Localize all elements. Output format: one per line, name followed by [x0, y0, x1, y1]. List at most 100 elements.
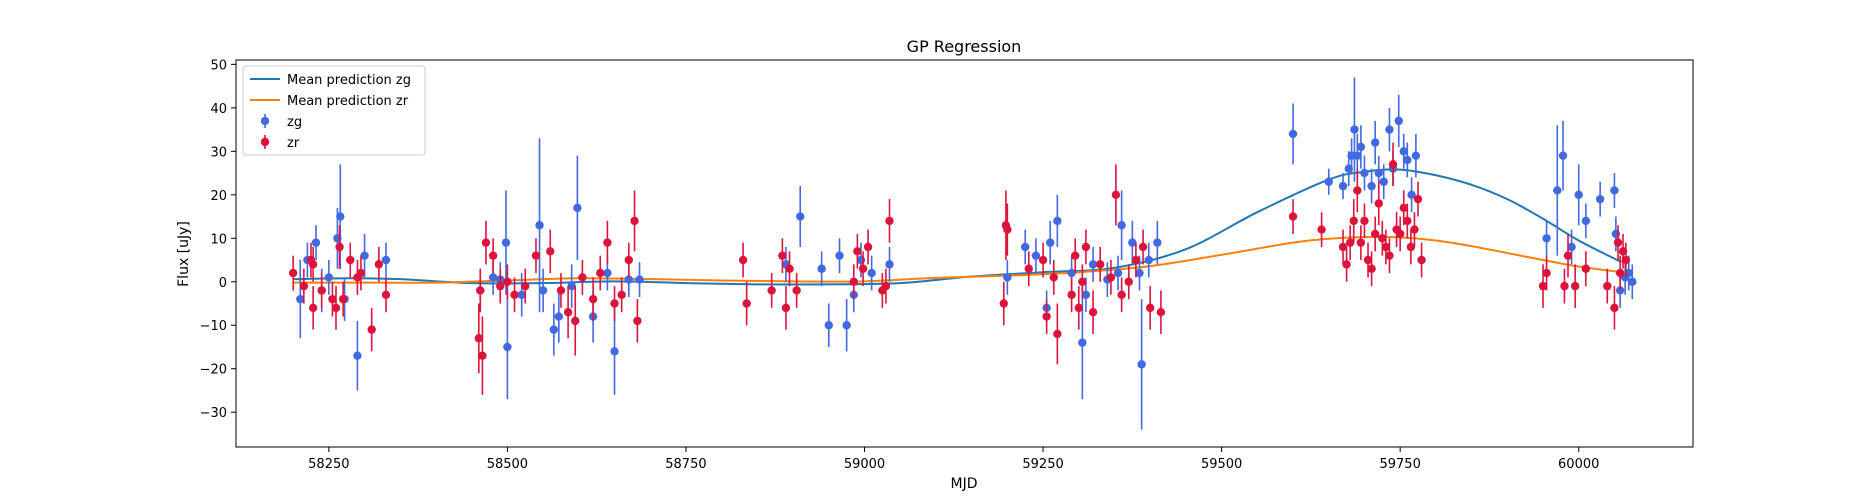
y-tick-label: −10	[200, 319, 227, 334]
zr-point	[1131, 255, 1141, 265]
zr-point	[521, 281, 530, 291]
zg-point	[842, 321, 851, 330]
y-tick-label: 30	[210, 145, 227, 160]
zr-point	[308, 260, 318, 269]
y-tick-label: 40	[210, 102, 227, 117]
zr-point	[1560, 281, 1569, 291]
zg-point	[1574, 190, 1583, 199]
zr-point	[792, 286, 801, 295]
zr-point	[603, 238, 612, 247]
zr-point	[588, 294, 598, 304]
zg-point	[824, 321, 833, 330]
y-tick-label: 20	[210, 189, 227, 204]
zg-point	[1078, 338, 1087, 347]
zr-point	[1342, 260, 1351, 269]
zr-point	[299, 281, 309, 291]
zr-point	[778, 251, 787, 260]
plot-frame	[235, 59, 1694, 448]
zg-point	[503, 342, 512, 352]
zg-point	[1135, 268, 1144, 278]
zg-point	[1581, 216, 1591, 226]
zr-point	[1613, 238, 1623, 247]
zr-point	[1413, 194, 1423, 204]
zg-point	[796, 212, 805, 221]
zg-point	[1379, 177, 1388, 186]
zr-point	[781, 303, 791, 313]
zr-point	[1360, 216, 1369, 226]
zg-point	[624, 275, 634, 284]
zr-point	[556, 286, 566, 295]
zr-point	[1367, 264, 1376, 273]
zr-point	[381, 290, 391, 300]
zg-point	[1128, 238, 1137, 247]
zg-point	[1595, 194, 1605, 204]
zr-point	[478, 351, 487, 360]
zg-point	[488, 273, 498, 282]
zg-point	[1067, 268, 1076, 278]
zr-point	[546, 247, 555, 256]
x-tick-label: 58750	[665, 457, 706, 472]
zg-point	[324, 273, 334, 282]
zg-point	[1324, 177, 1333, 186]
zr-point	[288, 268, 298, 278]
zg-point	[1403, 155, 1412, 165]
zr-point	[1074, 303, 1083, 313]
zg-point	[635, 275, 644, 284]
zr-point	[1381, 242, 1391, 252]
zr-point	[328, 294, 337, 304]
zg-point	[554, 312, 564, 321]
zg-point	[1360, 168, 1369, 178]
zr-point	[476, 286, 485, 295]
zg-point	[1031, 251, 1041, 260]
zr-point	[1106, 273, 1116, 282]
zg-point	[1385, 125, 1394, 134]
zr-point	[1024, 264, 1033, 273]
zr-point	[1067, 290, 1076, 300]
zr-point	[1349, 216, 1358, 226]
zr-point	[1388, 160, 1398, 169]
zr-point	[617, 290, 626, 300]
zr-point	[1570, 281, 1580, 291]
zr-point	[1053, 329, 1062, 339]
data-points	[288, 77, 1637, 430]
zr-point	[578, 273, 587, 282]
zg-point	[1350, 125, 1359, 134]
zr-point	[1615, 268, 1625, 278]
legend: Mean prediction zg Mean prediction zr zg zr	[242, 65, 426, 156]
zr-point	[633, 316, 642, 326]
zr-point	[1542, 268, 1551, 278]
zr-point	[1353, 186, 1362, 195]
zg-point	[1558, 151, 1568, 160]
zg-point	[1399, 147, 1408, 156]
zg-point	[1137, 360, 1146, 369]
zr-point	[630, 216, 639, 226]
zr-point	[1538, 281, 1548, 291]
legend-label: zg	[287, 115, 302, 130]
zr-point	[1088, 308, 1098, 317]
x-tick-label: 59250	[1022, 457, 1063, 472]
zr-point	[1385, 251, 1394, 260]
x-tick-label: 59500	[1201, 457, 1242, 472]
zr-point	[1338, 242, 1348, 252]
zg-point	[311, 238, 321, 247]
zg-point	[1003, 273, 1012, 282]
zr-point	[356, 268, 366, 278]
zr-point	[1370, 229, 1380, 239]
y-tick-label: 50	[210, 58, 227, 73]
zr-point	[1378, 234, 1387, 243]
zg-point	[1370, 138, 1380, 147]
legend-point-swatch	[260, 137, 270, 147]
zr-point	[881, 281, 891, 291]
zr-point	[1081, 242, 1091, 252]
y-axis-label: Flux [uJy]	[176, 221, 192, 287]
legend-label: Mean prediction zr	[287, 94, 409, 109]
zg-point	[885, 260, 894, 269]
zr-point	[503, 277, 512, 286]
zg-point	[336, 212, 345, 221]
zg-point	[1628, 277, 1637, 286]
x-tick-label: 58250	[308, 457, 349, 472]
zg-point	[610, 347, 619, 356]
zr-point	[1145, 303, 1155, 313]
zg-point	[1338, 181, 1348, 191]
zr-point	[1356, 238, 1366, 247]
